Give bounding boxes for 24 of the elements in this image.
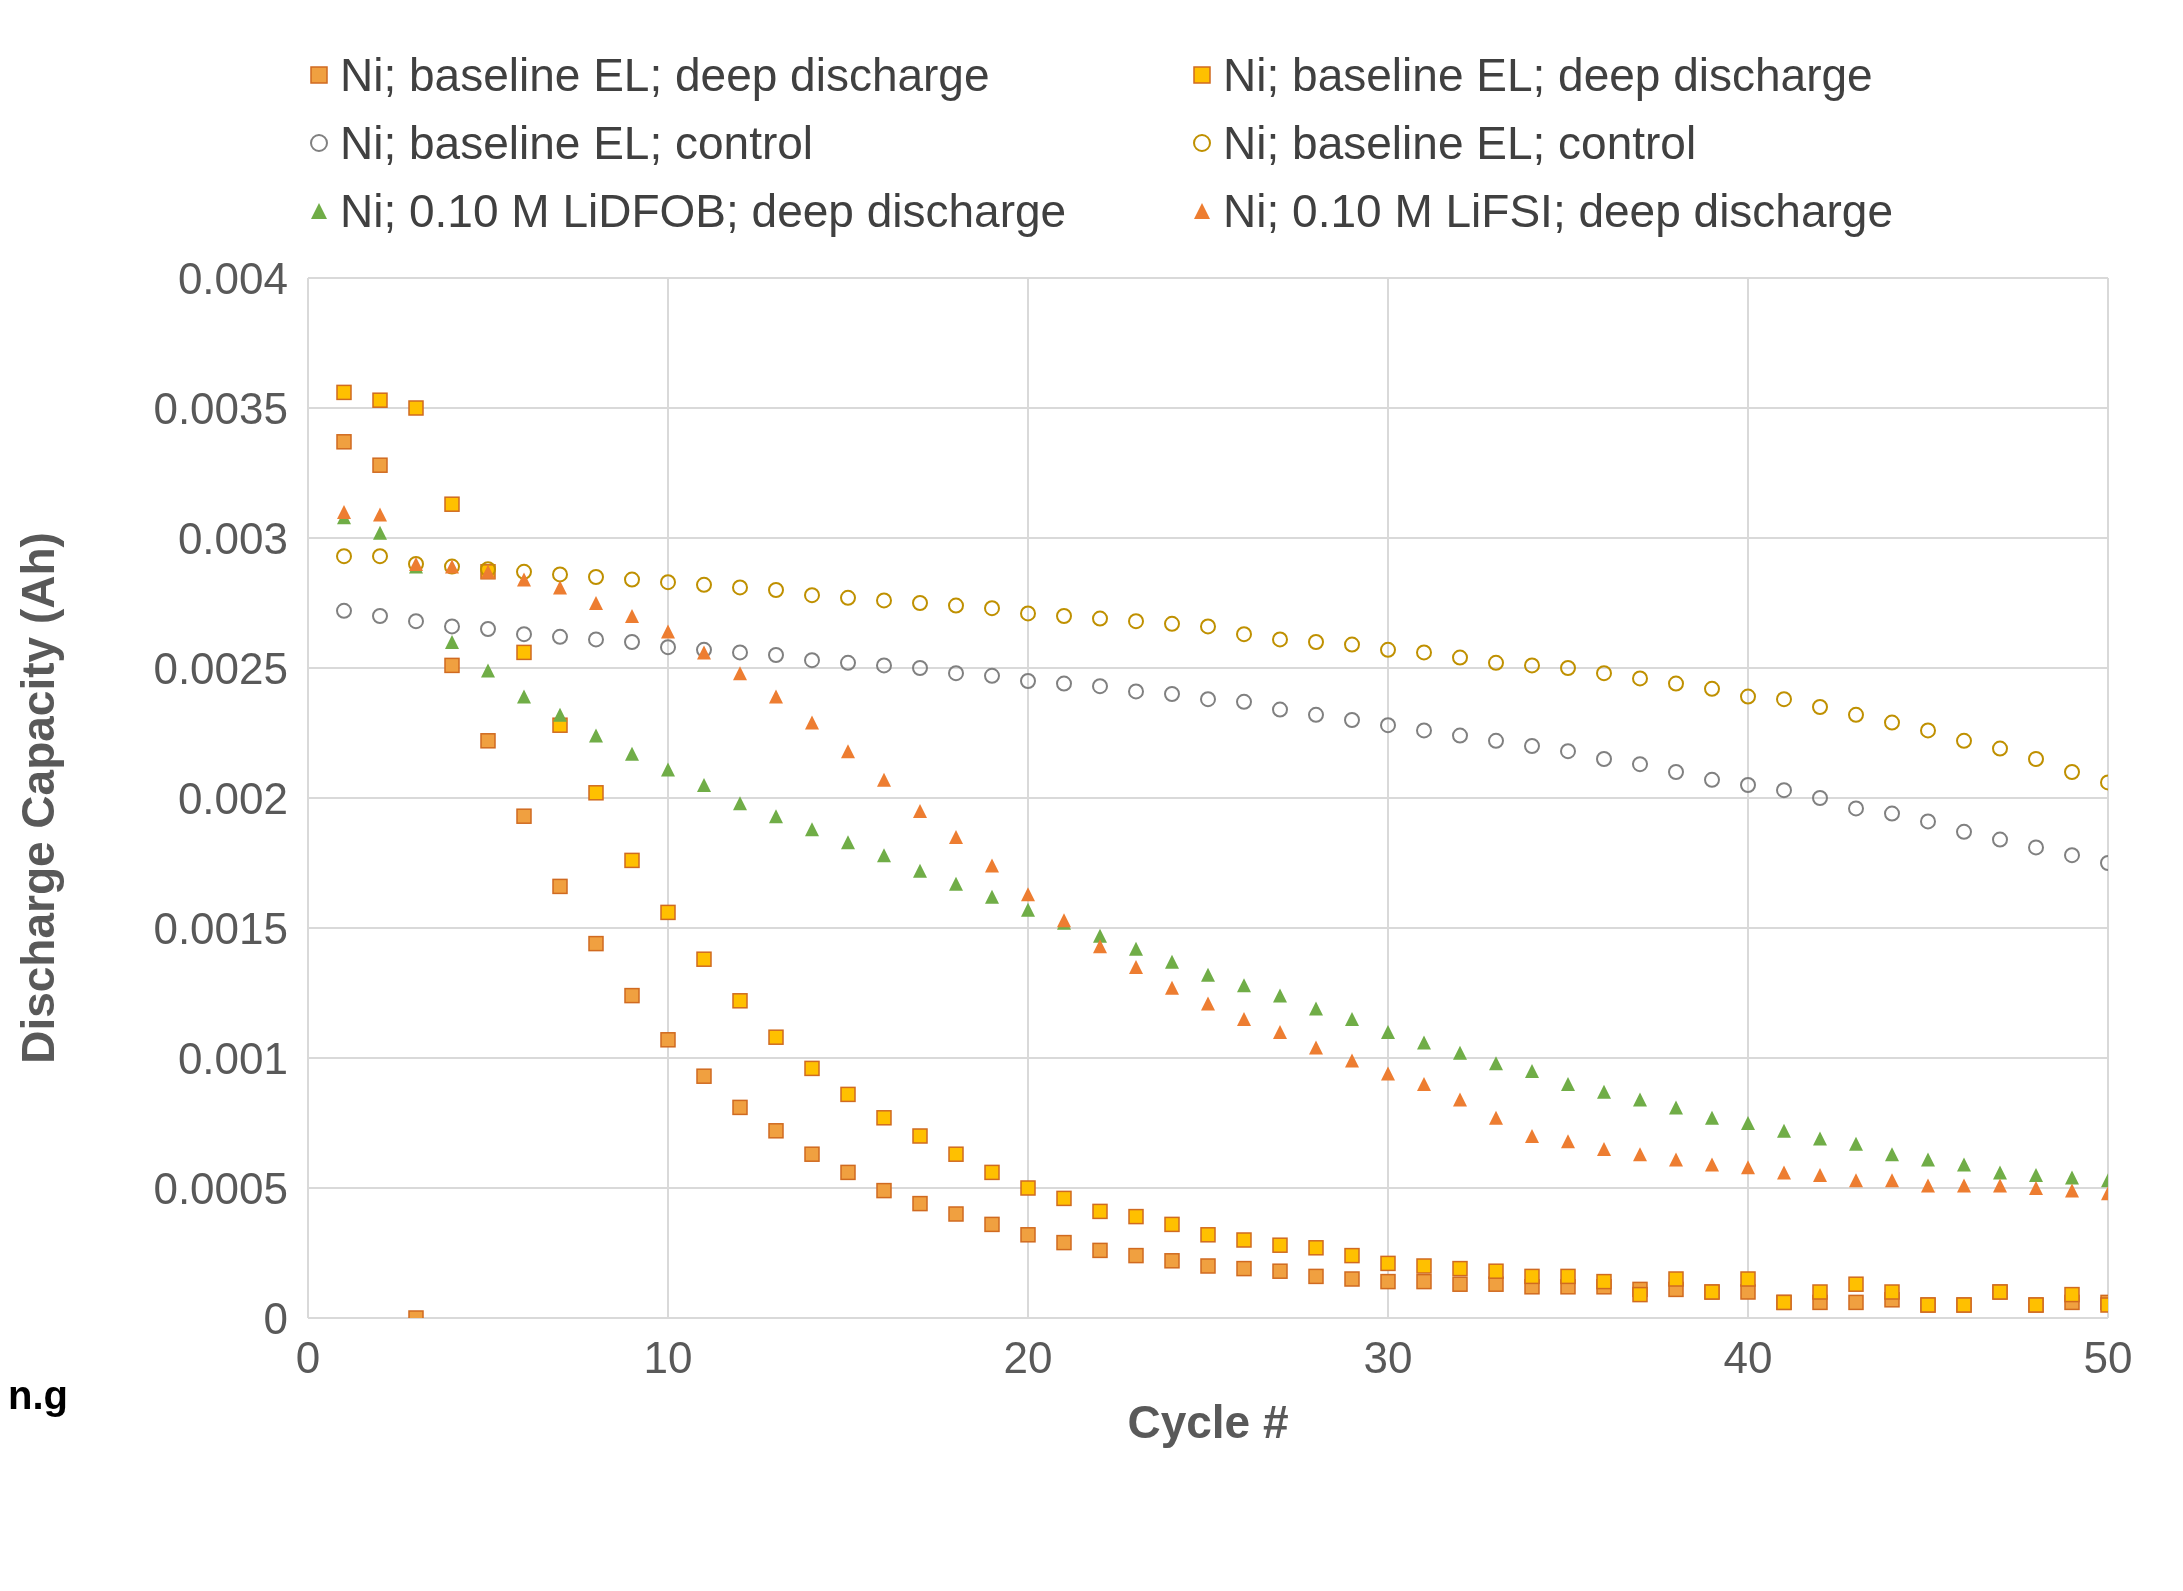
x-tick-label: 50 xyxy=(2083,1333,2133,1383)
y-tick-label: 0.003 xyxy=(177,513,288,563)
y-tick-label: 0.0025 xyxy=(153,643,288,693)
x-tick-label: 30 xyxy=(1363,1333,1413,1383)
y-tick-label: 0.0015 xyxy=(153,903,288,953)
y-tick-label: 0.0005 xyxy=(153,1163,288,1213)
y-tick-label: 0.004 xyxy=(177,253,288,303)
legend-label: Ni; baseline EL; deep discharge xyxy=(1223,48,1873,102)
y-tick-label: 0 xyxy=(263,1293,288,1343)
x-tick-label: 0 xyxy=(295,1333,321,1383)
legend-label: Ni; baseline EL; control xyxy=(1223,116,1697,170)
y-tick-label: 0.001 xyxy=(177,1033,288,1083)
y-tick-label: 0.002 xyxy=(177,773,288,823)
x-tick-label: 20 xyxy=(1003,1333,1053,1383)
x-axis-title: Cycle # xyxy=(1127,1396,1289,1448)
x-tick-label: 10 xyxy=(643,1333,693,1383)
legend-label: Ni; 0.10 M LiFSI; deep discharge xyxy=(1223,184,1894,238)
legend-label: Ni; baseline EL; deep discharge xyxy=(340,48,990,102)
legend-label: Ni; baseline EL; control xyxy=(340,116,814,170)
legend-label: Ni; 0.10 M LiDFOB; deep discharge xyxy=(340,184,1067,238)
text: n.g xyxy=(8,1373,68,1418)
y-tick-label: 0.0035 xyxy=(153,383,288,433)
x-tick-label: 40 xyxy=(1723,1333,1773,1383)
y-axis-title: Discharge Capacity (Ah) xyxy=(12,532,65,1064)
